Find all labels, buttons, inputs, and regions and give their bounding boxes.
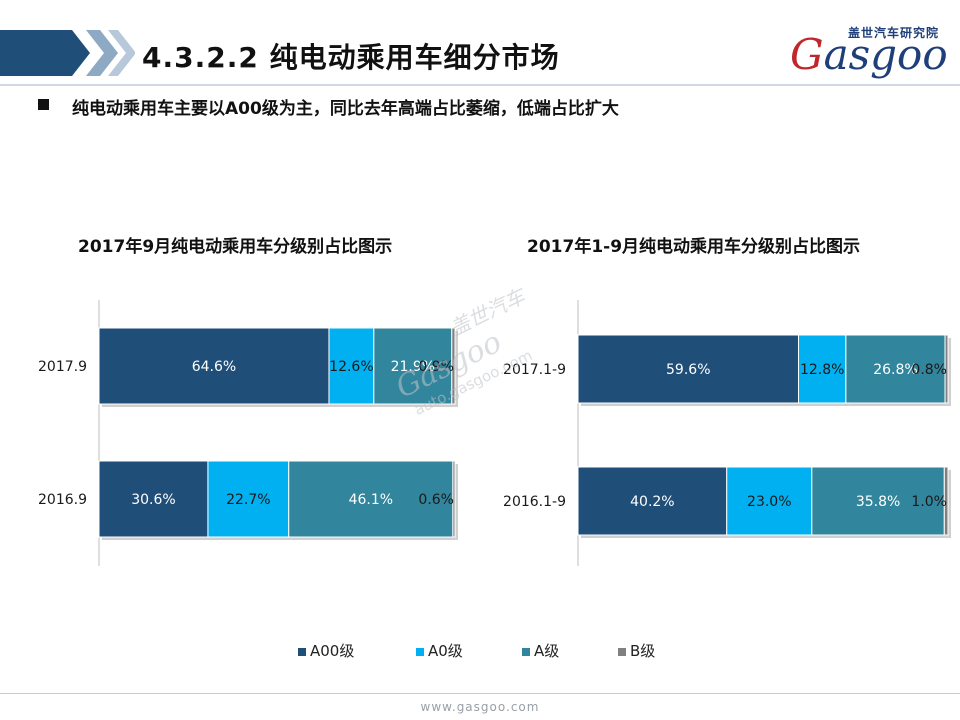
legend-item-a00: A00级 (298, 640, 354, 661)
category-label: 2016.1-9 (503, 494, 566, 510)
bar-segment-a (845, 334, 946, 404)
data-label-a0: 22.7% (226, 492, 270, 508)
legend-label-a0: A0级 (428, 642, 463, 660)
data-label-a00: 64.6% (192, 359, 236, 375)
bar-segment-a0 (207, 460, 290, 538)
legend-label-a00: A00级 (310, 642, 355, 660)
footer-url: www.gasgoo.com (420, 700, 540, 714)
gasgoo-logo: 盖世汽车研究院 Gasgoo (790, 18, 950, 79)
legend-item-a0: A0级 (416, 640, 463, 661)
bar-segment-a (373, 327, 453, 405)
legend-swatch-b (618, 647, 626, 656)
category-label: 2017.1-9 (503, 362, 566, 378)
data-label-a0: 12.8% (800, 362, 844, 378)
data-label-b: 1.0% (911, 494, 947, 510)
slide-subtitle: 纯电动乘用车主要以A00级为主，同比去年高端占比萎缩，低端占比扩大 (72, 99, 619, 119)
data-label-a: 21.9% (391, 359, 435, 375)
header-chevron-decoration (0, 30, 135, 76)
data-label-a00: 40.2% (630, 494, 674, 510)
data-label-a00: 59.6% (666, 362, 710, 378)
bar-segment-a00 (98, 327, 330, 405)
data-label-b: 0.9% (418, 359, 454, 375)
chart-title-left: 2017年9月纯电动乘用车分级别占比图示 (78, 237, 393, 257)
bar-shadow (454, 331, 458, 407)
logo-en-text: Gasgoo (790, 30, 948, 79)
chart-title-right: 2017年1-9月纯电动乘用车分级别占比图示 (527, 237, 861, 257)
category-label: 2016.9 (38, 492, 87, 508)
bar-segment-b (944, 334, 949, 404)
bar-segment-a0 (726, 466, 813, 536)
chart-right: 2017.1-9 59.6% 12.8% 26.8%0.8% 2016.1-9 40.2%… (503, 300, 951, 566)
data-label-b: 0.6% (418, 492, 454, 508)
bar-segment-a (811, 466, 945, 536)
bar-segment-a (288, 460, 454, 538)
header-divider (0, 84, 960, 86)
bar-segment-b (943, 466, 949, 536)
legend-swatch-a00 (298, 647, 306, 656)
legend-item-a: A级 (522, 640, 559, 661)
legend-label-a: A级 (534, 642, 560, 660)
bar-segment-a00 (98, 460, 209, 538)
data-label-a0: 23.0% (747, 494, 791, 510)
bar-segment-a0 (328, 327, 375, 405)
data-label-a: 26.8% (873, 362, 917, 378)
chart-left: 2017.9 64.6% 12.6% 21.9%0.9% 2016.9 30.6% 22.7… (38, 300, 458, 566)
data-label-a: 35.8% (856, 494, 900, 510)
page-title: 4.3.2.2 纯电动乘用车细分市场 (142, 41, 560, 74)
bar-shadow (948, 338, 951, 406)
bar-shadow (455, 464, 458, 540)
legend-swatch-a0 (416, 647, 424, 656)
data-label-a00: 30.6% (131, 492, 175, 508)
data-label-a0: 12.6% (329, 359, 373, 375)
bar-segment-b (452, 460, 456, 538)
data-label-b: 0.8% (911, 362, 947, 378)
legend-swatch-a (522, 647, 530, 656)
logo-cn-text: 盖世汽车研究院 (848, 26, 940, 40)
legend-item-b: B级 (618, 640, 655, 661)
footer-divider (0, 693, 960, 694)
category-label: 2017.9 (38, 359, 87, 375)
bar-segment-b (451, 327, 456, 405)
bar-segment-a00 (577, 334, 800, 404)
legend-label-b: B级 (630, 642, 656, 660)
bar-segment-a0 (798, 334, 847, 404)
data-label-a: 46.1% (349, 492, 393, 508)
bullet-square-icon (38, 99, 49, 110)
bar-shadow (947, 470, 951, 538)
